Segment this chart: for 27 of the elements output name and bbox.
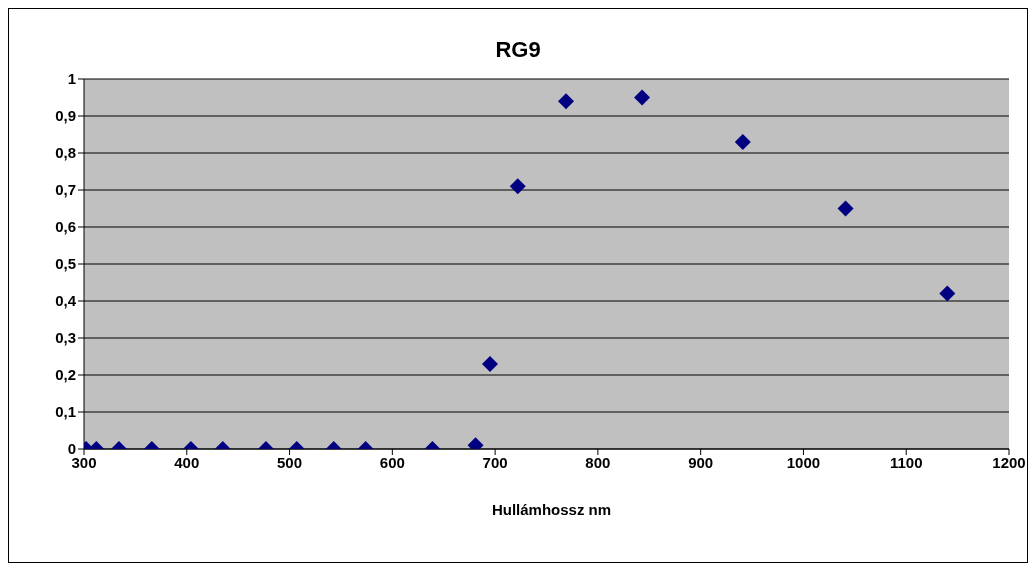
y-tick-label: 1 xyxy=(67,70,76,88)
point xyxy=(837,200,854,217)
x-tick-label: 1000 xyxy=(786,453,821,471)
y-tick-label: 0,5 xyxy=(55,255,76,273)
chart-title: RG9 xyxy=(494,37,542,63)
point xyxy=(734,133,751,150)
x-tick-label: 700 xyxy=(482,453,508,471)
point xyxy=(509,178,526,195)
x-tick-label: 900 xyxy=(688,453,714,471)
x-tick-label: 600 xyxy=(379,453,405,471)
y-tick-label: 0,4 xyxy=(55,292,77,310)
x-tick-label: 1100 xyxy=(889,453,923,471)
y-tick-label: 0,2 xyxy=(55,366,76,384)
x-axis-title: Hullámhossz nm xyxy=(490,501,613,518)
point xyxy=(558,93,575,110)
y-tick-label: 0,9 xyxy=(55,107,76,125)
y-tick-label: 0,7 xyxy=(55,181,76,199)
y-tick-label: 0,6 xyxy=(55,218,76,236)
y-tick-label: 0,8 xyxy=(55,144,76,162)
point xyxy=(939,285,956,302)
x-tick-label: 1200 xyxy=(992,453,1026,471)
y-tick-label: 0,3 xyxy=(55,329,76,347)
x-tick-label: 500 xyxy=(277,453,303,471)
x-tick-label: 400 xyxy=(174,453,200,471)
y-tick-label: 0,1 xyxy=(55,403,76,421)
x-tick-label: 800 xyxy=(585,453,611,471)
point xyxy=(634,89,651,106)
